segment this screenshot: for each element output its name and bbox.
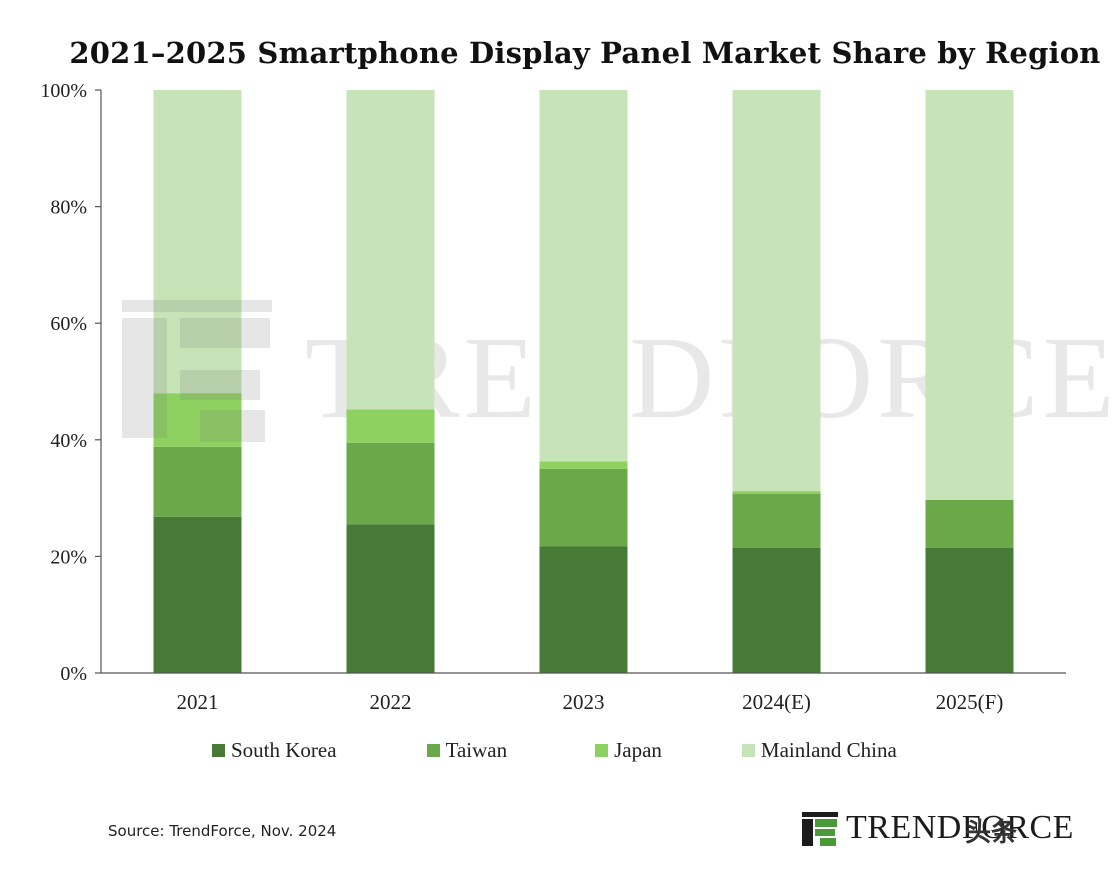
x-tick-label: 2024(E) [742,690,811,714]
trendforce-logo-icon [802,812,838,846]
bar-mainland-china-2025f [925,90,1014,500]
bar-taiwan-2024e [732,494,821,548]
legend-label-japan: Japan [614,738,662,762]
bar-japan-2021 [153,393,242,447]
x-tick-label: 2023 [563,690,605,714]
bar-south-korea-2021 [153,516,242,673]
bar-mainland-china-2021 [153,90,242,394]
y-tick-label: 40% [50,430,87,452]
y-tick-label: 80% [50,197,87,219]
bar-japan-2023 [539,461,628,469]
legend-swatch-japan [595,744,609,757]
bar-south-korea-2022 [346,524,435,673]
y-tick-label: 60% [50,313,87,335]
bar-taiwan-2022 [346,442,435,525]
bar-taiwan-2023 [539,468,628,547]
legend-item-south-korea: South Korea [212,738,337,763]
x-tick-label: 2025(F) [936,690,1004,714]
bar-south-korea-2025f [925,547,1014,673]
trendforce-logo: TRENDFORCE [800,808,1074,848]
legend-label-taiwan: Taiwan [445,738,508,762]
trendforce-logo-text: TRENDFORCE [846,809,1074,846]
legend-swatch-taiwan [426,744,440,757]
bar-mainland-china-2024e [732,90,821,492]
legend-swatch-mainland-china [741,744,755,757]
legend-item-japan: Japan [595,738,662,763]
watermark-corner: 头条 [965,818,1018,848]
y-tick-label: 20% [50,546,87,568]
bar-mainland-china-2023 [539,90,628,462]
chart-title: 2021–2025 Smartphone Display Panel Marke… [69,36,1101,70]
x-tick-label: 2022 [370,690,412,714]
bar-south-korea-2023 [539,546,628,673]
chart-legend: South Korea Taiwan Japan Mainland China [212,738,897,763]
bar-japan-2022 [346,409,435,443]
legend-item-taiwan: Taiwan [426,738,508,763]
legend-label-south-korea: South Korea [231,738,337,762]
x-tick-label: 2021 [177,690,219,714]
source-note: Source: TrendForce, Nov. 2024 [108,822,337,840]
legend-swatch-south-korea [212,744,225,757]
y-tick-label: 0% [60,663,87,685]
bar-mainland-china-2022 [346,90,435,410]
watermark-logo [122,300,272,442]
legend-label-mainland-china: Mainland China [760,738,897,762]
bar-south-korea-2024e [732,547,821,673]
bar-japan-2024e [732,491,821,495]
bar-taiwan-2025f [925,499,1014,548]
y-tick-label: 100% [40,80,87,102]
legend-item-mainland-china: Mainland China [741,738,897,763]
bar-taiwan-2021 [153,446,242,517]
